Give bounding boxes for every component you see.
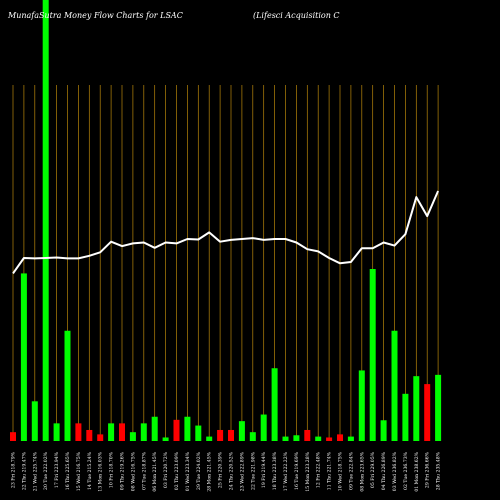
x-tick-label: 08 Mon 223.65% <box>359 451 365 491</box>
x-tick-label: 29 Tue 224.02% <box>196 451 202 490</box>
bar-22 <box>238 421 245 441</box>
bar-39 <box>424 384 431 441</box>
bar-38 <box>413 376 420 441</box>
x-tick-label: 01 Wed 223.34% <box>185 451 191 491</box>
x-tick-label: 10 Wed 218.75% <box>338 451 344 491</box>
chart-title-left: MunafaSutra Money Flow Charts for LSAC <box>7 11 183 20</box>
x-tick-label: 10 Fri 218.70% <box>109 451 115 488</box>
bar-10 <box>108 423 115 441</box>
bar-20 <box>217 429 224 441</box>
bar-24 <box>260 414 267 441</box>
bar-15 <box>162 437 169 441</box>
bar-28 <box>304 429 311 441</box>
bar-1 <box>10 432 16 441</box>
money-flow-line <box>12 190 440 274</box>
x-tick-label: 28 Thu 235.48% <box>436 451 442 490</box>
bar-17 <box>184 416 191 441</box>
bar-34 <box>369 269 376 441</box>
x-tick-label: 14 Tue 215.24% <box>87 451 93 490</box>
x-tick-label: 09 Tue 222.84% <box>348 451 354 490</box>
bar-33 <box>358 370 365 441</box>
x-tick-label: 11 Thu 221.74% <box>327 451 333 490</box>
x-tick-label: 15 Mon 223.28% <box>305 451 311 491</box>
x-tick-label: 28 Mon 221.45% <box>207 451 213 491</box>
x-tick-label: 17 Wed 222.22% <box>283 451 289 491</box>
x-tick-label: 03 Wed 236.82% <box>392 451 398 491</box>
x-tick-label: 02 Tue 236.73% <box>403 451 409 490</box>
x-tick-label: 12 Fri 222.48% <box>316 451 322 488</box>
bar-27 <box>293 435 300 441</box>
bar-40 <box>435 374 442 441</box>
x-tick-label: 04 Thu 226.89% <box>381 451 387 490</box>
x-tick-label: 01 Mon 238.62% <box>414 451 420 491</box>
bar-4 <box>42 0 49 441</box>
bar-35 <box>380 420 387 441</box>
bar-9 <box>97 434 104 441</box>
bar-31 <box>337 434 343 441</box>
bar-7 <box>75 423 82 441</box>
x-tick-label: 03 Fri 220.72% <box>163 451 169 488</box>
x-tick-label: 25 Fri 220.39% <box>218 451 224 488</box>
x-tick-label: 23 Wed 222.89% <box>239 451 245 491</box>
bar-21 <box>228 429 234 441</box>
bar-37 <box>402 393 409 441</box>
x-tick-label: 08 Wed 216.75% <box>130 451 136 491</box>
bar-3 <box>31 401 38 441</box>
x-tick-label: 19 Fri 219.44% <box>261 451 267 488</box>
x-tick-label: 17 Fri 223.94% <box>54 451 60 488</box>
bar-30 <box>326 437 333 441</box>
bar-25 <box>271 368 278 441</box>
bar-16 <box>173 419 180 441</box>
line-series <box>12 190 440 274</box>
bar-12 <box>129 432 136 441</box>
x-tick-label: 22 Tue 221.98% <box>250 451 256 490</box>
bar-14 <box>151 416 158 441</box>
x-tick-label: 09 Thu 219.26% <box>120 451 126 490</box>
bar-29 <box>315 436 322 441</box>
x-tick-label: 23 Fri 218.79% <box>11 451 17 488</box>
bar-18 <box>195 425 202 441</box>
x-tick-label: 24 Thu 220.52% <box>229 451 235 490</box>
bar-26 <box>282 436 289 441</box>
x-tick-label: 16 Tue 219.69% <box>294 451 300 490</box>
x-tick-label: 18 Thu 223.38% <box>272 451 278 490</box>
bar-13 <box>140 423 147 441</box>
x-tick-label: 06 Mon 221.45% <box>152 451 158 491</box>
chart-title-right: (Lifesci Acquisition C <box>253 11 340 20</box>
x-tick-label: 21 Wed 225.74% <box>32 451 38 491</box>
bar-23 <box>249 432 256 441</box>
x-tick-labels: 23 Fri 218.79% 22 Thu 219.47% 21 Wed 225.7… <box>11 451 442 491</box>
bar-11 <box>119 423 125 441</box>
bar-6 <box>64 330 71 441</box>
x-tick-label: 22 Thu 219.47% <box>21 451 27 490</box>
bar-8 <box>86 429 93 441</box>
x-tick-label: 16 Thu 225.65% <box>65 451 71 490</box>
x-tick-label: 29 Fri 236.66% <box>425 451 431 488</box>
bar-32 <box>347 436 354 441</box>
bar-5 <box>53 423 60 441</box>
x-tick-label: 07 Tue 218.87% <box>141 451 147 490</box>
x-tick-label: 02 Thu 223.09% <box>174 451 180 490</box>
x-tick-label: 15 Wed 216.75% <box>76 451 82 491</box>
x-tick-label: 13 Mon 216.03% <box>98 451 104 491</box>
bar-series <box>10 0 442 441</box>
bar-2 <box>20 273 27 441</box>
x-tick-label: 20 Tue 222.02% <box>43 451 49 490</box>
x-tick-label: 05 Fri 229.05% <box>370 451 376 488</box>
bar-19 <box>206 436 213 441</box>
bar-36 <box>391 330 398 441</box>
